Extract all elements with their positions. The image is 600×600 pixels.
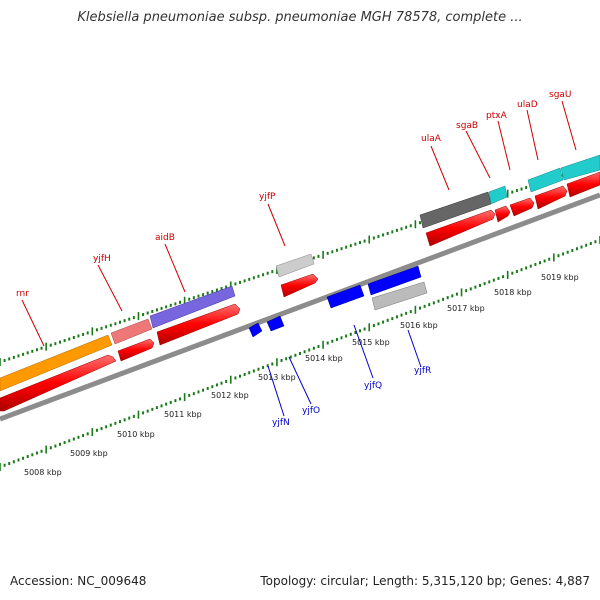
scale-label-5008: 5008 kbp bbox=[24, 468, 62, 477]
gene-yjfH-bar bbox=[110, 318, 153, 345]
scale-label-5009: 5009 kbp bbox=[70, 449, 108, 458]
scale-label-5013: 5013 kbp bbox=[258, 373, 296, 382]
gene-label-ulaD: ulaD bbox=[517, 100, 538, 110]
map-title: Klebsiella pneumoniae subsp. pneumoniae … bbox=[77, 10, 523, 25]
lower-tick-row bbox=[0, 236, 600, 471]
gene-label-sgaU: sgaU bbox=[549, 90, 572, 100]
gene-yjfR-bar bbox=[371, 281, 428, 311]
cds-arrow bbox=[509, 197, 535, 217]
gene-sgaB-bar bbox=[488, 185, 508, 205]
topology-text: Topology: circular; Length: 5,315,120 bp… bbox=[260, 574, 590, 588]
gene-label-yjfO: yjfO bbox=[302, 406, 320, 416]
top-gene-labels: rnr yjfH aidB yjfP ulaA sgaB ptxA ulaD s… bbox=[16, 90, 572, 299]
scale-label-5019: 5019 kbp bbox=[541, 273, 579, 282]
gene-label-aidB: aidB bbox=[155, 233, 175, 243]
scale-label-5016: 5016 kbp bbox=[400, 321, 438, 330]
cds-arrow bbox=[0, 354, 117, 412]
gene-yjfP-bar bbox=[275, 253, 315, 278]
gene-label-yjfN: yjfN bbox=[272, 418, 290, 428]
cds-arrow bbox=[534, 185, 568, 210]
gene-label-sgaB: sgaB bbox=[456, 121, 478, 131]
accession-text: Accession: NC_009648 bbox=[10, 574, 147, 588]
scale-label-5014: 5014 kbp bbox=[305, 354, 343, 363]
scale-label-5015: 5015 kbp bbox=[352, 338, 390, 347]
cds-arrow bbox=[117, 338, 155, 362]
gene-yjfQ-arrow bbox=[326, 284, 365, 309]
genome-backbone bbox=[0, 192, 600, 422]
gene-label-ulaA: ulaA bbox=[421, 134, 442, 144]
cds-arrow bbox=[566, 171, 600, 198]
gene-yjfO-arrow bbox=[266, 315, 285, 332]
gene-sgaU-bar bbox=[560, 154, 600, 181]
scale-label-5018: 5018 kbp bbox=[494, 288, 532, 297]
cds-arrow bbox=[494, 205, 511, 223]
gene-yjfQ2-arrow bbox=[367, 265, 422, 296]
bottom-gene-labels: yjfN yjfO yjfQ yjfR bbox=[272, 366, 431, 428]
reverse-gene-track bbox=[248, 265, 428, 338]
cds-arrow bbox=[280, 273, 319, 298]
gene-yjfN-arrow bbox=[248, 322, 263, 338]
scale-label-5012: 5012 kbp bbox=[211, 391, 249, 400]
gene-rnr-bar bbox=[0, 334, 113, 392]
scale-label-5011: 5011 kbp bbox=[164, 410, 202, 419]
label-leader-lines bbox=[21, 100, 577, 417]
forward-cds-track bbox=[0, 171, 600, 412]
scale-label-5010: 5010 kbp bbox=[117, 430, 155, 439]
cds-arrow bbox=[156, 303, 241, 346]
forward-gene-track bbox=[0, 154, 600, 392]
cds-arrow bbox=[425, 209, 496, 247]
gene-label-ptxA: ptxA bbox=[486, 111, 508, 121]
gene-ulaD-bar bbox=[527, 167, 564, 193]
gene-label-rnr: rnr bbox=[16, 289, 29, 299]
gene-label-yjfR: yjfR bbox=[414, 366, 431, 376]
gene-label-yjfP: yjfP bbox=[259, 192, 276, 202]
gene-label-yjfQ: yjfQ bbox=[364, 381, 382, 391]
gene-label-yjfH: yjfH bbox=[93, 254, 111, 264]
scale-labels: 5008 kbp 5009 kbp 5010 kbp 5011 kbp 5012… bbox=[24, 273, 579, 477]
scale-label-5017: 5017 kbp bbox=[447, 304, 485, 313]
gene-aidB-bar bbox=[149, 285, 236, 329]
